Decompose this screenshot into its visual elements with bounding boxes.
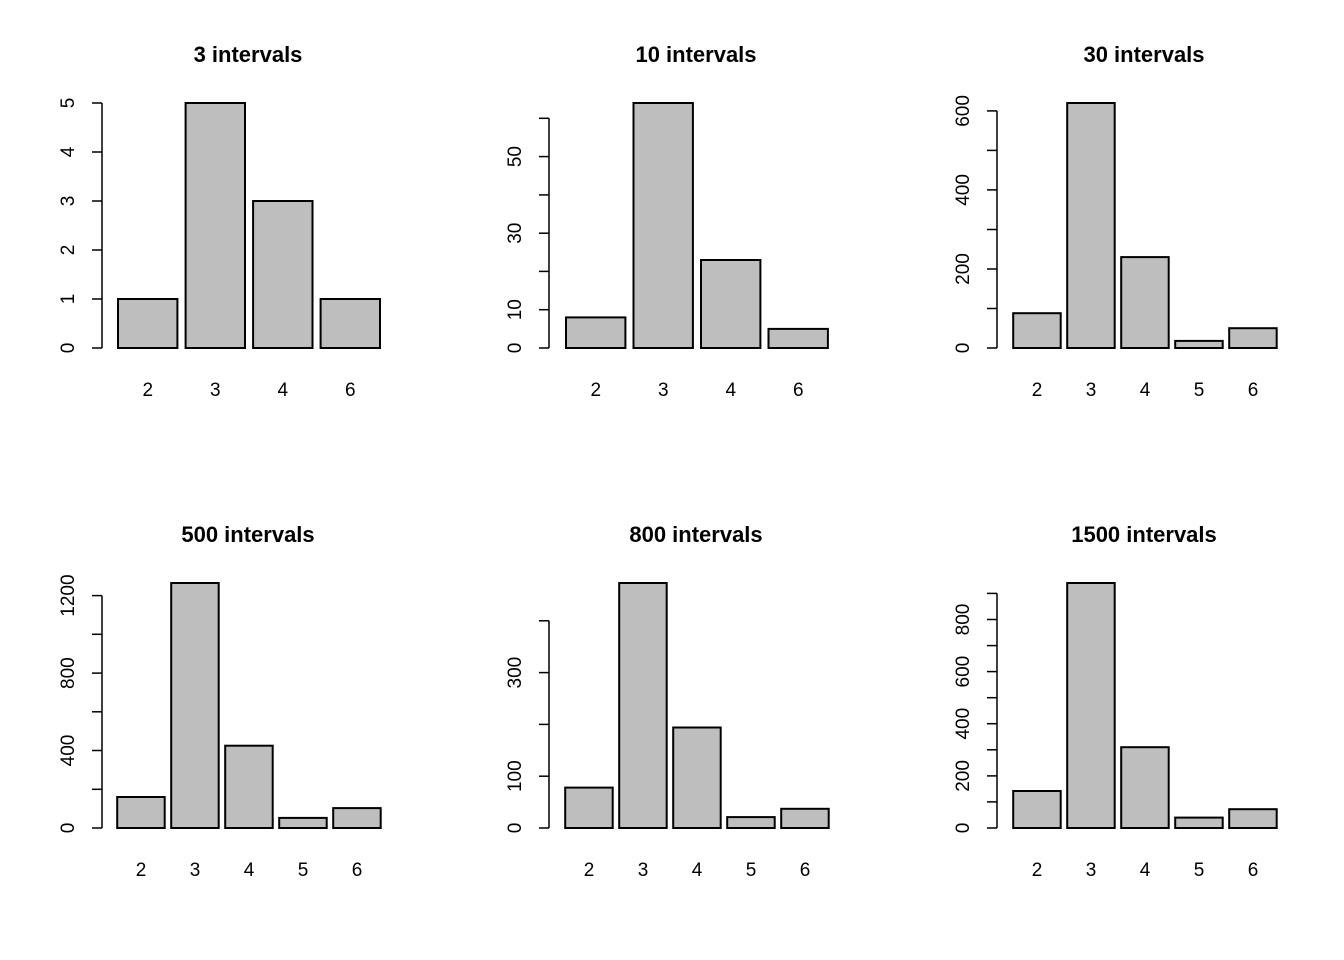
x-tick-label: 6: [352, 860, 363, 881]
histogram-bar: [1228, 808, 1278, 830]
y-tick-label: 1: [58, 294, 79, 305]
histogram-bar: [726, 816, 776, 829]
y-tick-label: 0: [505, 823, 526, 834]
y-tick-label: 400: [953, 174, 974, 206]
chart-panel: 1500 intervals 2 3 4 5 6 0 200 400 600 800: [953, 522, 1278, 881]
chart-title: 1500 intervals: [1071, 522, 1217, 547]
x-tick-label: 6: [793, 380, 804, 401]
x-tick-label: 3: [1086, 380, 1097, 401]
x-tick-label: 2: [136, 860, 147, 881]
y-tick-label: 400: [953, 708, 974, 740]
x-tick-label: 6: [1248, 860, 1259, 881]
x-tick-label: 4: [244, 860, 255, 881]
histogram-bar: [700, 259, 762, 349]
histogram-bar: [117, 298, 179, 349]
histogram-bar: [278, 816, 328, 830]
x-tick-label: 2: [584, 860, 595, 881]
y-tick-label: 600: [953, 95, 974, 127]
y-tick-label: 300: [505, 657, 526, 689]
x-tick-label: 6: [345, 380, 356, 401]
y-tick-label: 4: [58, 146, 79, 157]
chart-title: 800 intervals: [629, 522, 762, 547]
x-tick-label: 5: [1194, 860, 1205, 881]
histogram-bar: [672, 726, 722, 829]
x-tick-label: 6: [800, 860, 811, 881]
x-tick-label: 6: [1248, 380, 1259, 401]
histogram-bar: [632, 102, 694, 349]
x-tick-label: 3: [658, 380, 669, 401]
histogram-bar: [1174, 816, 1224, 829]
x-tick-label: 3: [1086, 860, 1097, 881]
histogram-bar: [1120, 256, 1170, 350]
x-tick-label: 5: [1194, 380, 1205, 401]
y-tick-label: 0: [953, 823, 974, 834]
histogram-bar: [116, 796, 166, 829]
chart-panel: 800 intervals 2 3 4 5 6 0 100 300: [505, 522, 830, 881]
histogram-bar: [1066, 582, 1116, 829]
histogram-bar: [564, 786, 614, 829]
chart-title: 10 intervals: [635, 42, 756, 67]
y-tick-label: 0: [505, 343, 526, 354]
chart-title: 3 intervals: [194, 42, 303, 67]
y-tick-label: 0: [58, 343, 79, 354]
x-tick-label: 4: [726, 380, 737, 401]
histogram-bar: [1012, 790, 1062, 829]
chart-panel: 10 intervals 2 3 4 6 0 10 30 50: [505, 42, 829, 401]
histogram-bar: [565, 316, 627, 349]
chart-title: 500 intervals: [181, 522, 314, 547]
histogram-bar: [252, 200, 314, 349]
y-tick-label: 0: [58, 823, 79, 834]
histogram-bar: [332, 807, 382, 829]
y-tick-label: 0: [953, 343, 974, 354]
histogram-bar: [170, 582, 220, 829]
y-tick-label: 10: [505, 299, 526, 320]
x-tick-label: 4: [692, 860, 703, 881]
x-tick-label: 4: [1140, 860, 1151, 881]
y-tick-label: 5: [58, 98, 79, 109]
y-tick-label: 3: [58, 196, 79, 207]
histogram-bar: [224, 744, 274, 830]
x-tick-label: 4: [278, 380, 289, 401]
histogram-bar: [618, 582, 668, 829]
x-tick-label: 2: [143, 380, 154, 401]
y-tick-label: 30: [505, 223, 526, 244]
histogram-bar: [1174, 339, 1224, 349]
y-tick-label: 800: [58, 657, 79, 689]
y-tick-label: 50: [505, 146, 526, 167]
histogram-bar: [1228, 327, 1278, 350]
histogram-bar: [780, 807, 830, 829]
y-tick-label: 200: [953, 253, 974, 285]
x-tick-label: 3: [190, 860, 201, 881]
chart-title: 30 intervals: [1083, 42, 1204, 67]
y-tick-label: 2: [58, 245, 79, 256]
histogram-bar: [767, 327, 829, 349]
x-tick-label: 5: [746, 860, 757, 881]
x-tick-label: 2: [591, 380, 602, 401]
y-tick-label: 1200: [58, 574, 79, 616]
histogram-bar: [184, 102, 247, 349]
histogram-bar: [319, 298, 382, 349]
y-tick-label: 800: [953, 604, 974, 636]
histogram-bar: [1066, 102, 1116, 349]
x-tick-label: 5: [298, 860, 309, 881]
x-tick-label: 2: [1032, 860, 1043, 881]
y-tick-label: 100: [505, 760, 526, 792]
x-tick-label: 3: [210, 380, 221, 401]
chart-panel: 500 intervals 2 3 4 5 6 0 400 800 1200: [58, 522, 382, 881]
x-tick-label: 3: [638, 860, 649, 881]
x-tick-label: 2: [1032, 380, 1043, 401]
y-tick-label: 600: [953, 656, 974, 688]
y-tick-label: 400: [58, 735, 79, 767]
x-tick-label: 4: [1140, 380, 1151, 401]
histogram-bar: [1012, 312, 1062, 350]
histogram-bar: [1120, 746, 1170, 830]
chart-panel: 3 intervals 2 3 4 6 0 1 2 3 4 5: [58, 42, 382, 401]
y-tick-label: 200: [953, 760, 974, 792]
chart-panel: 30 intervals 2 3 4 5 6 0 200 400 600: [953, 42, 1278, 401]
